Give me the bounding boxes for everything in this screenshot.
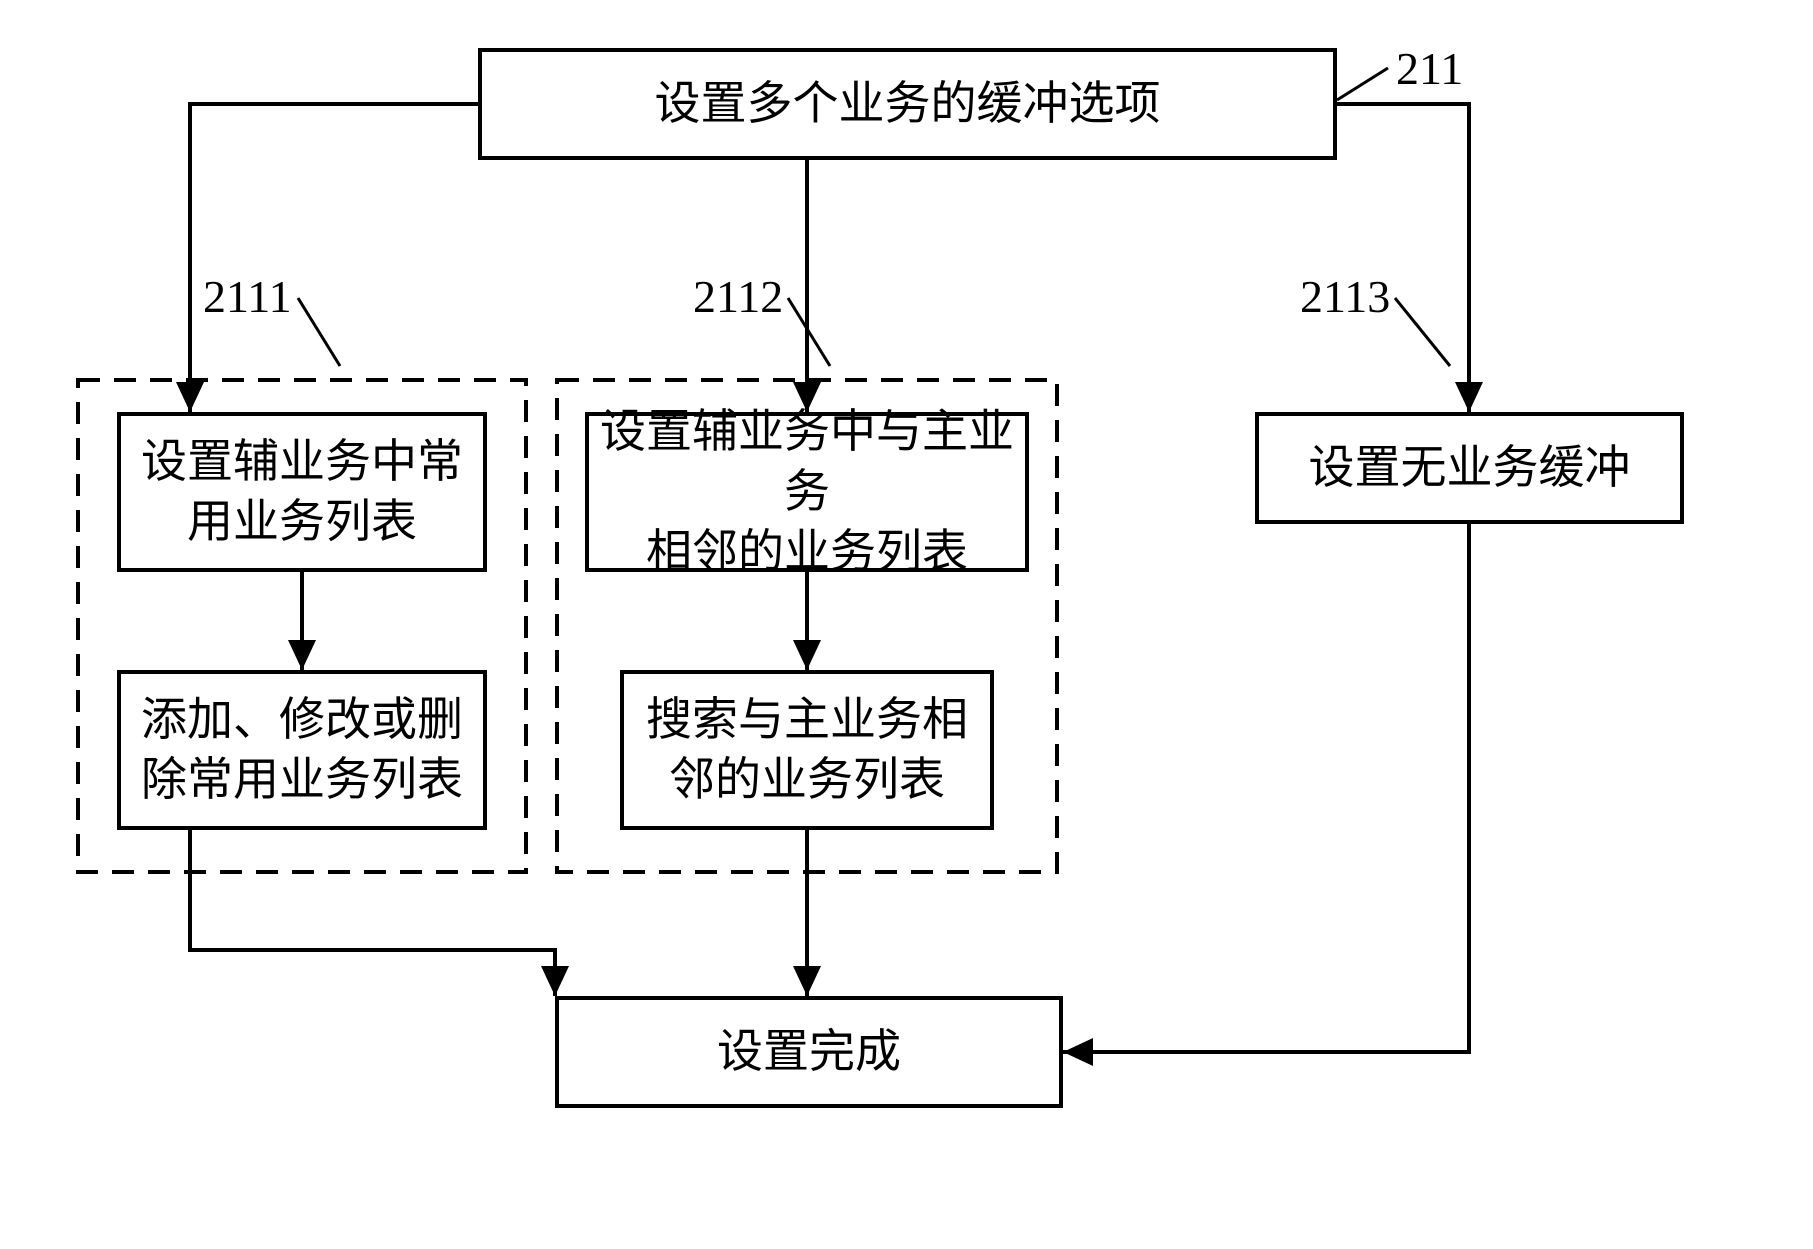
leader-line — [1337, 68, 1388, 100]
flow-arrow — [1063, 524, 1469, 1052]
label-l2112: 2112 — [693, 270, 783, 323]
leader-line — [1395, 298, 1450, 366]
leader-line — [298, 298, 340, 366]
label-l2113: 2113 — [1300, 270, 1390, 323]
node-top: 设置多个业务的缓冲选项 — [478, 48, 1337, 160]
label-l2111: 2111 — [203, 270, 292, 323]
label-l211: 211 — [1396, 42, 1463, 95]
node-g2b: 搜索与主业务相 邻的业务列表 — [620, 670, 994, 830]
flow-arrow — [190, 830, 555, 996]
node-g1a: 设置辅业务中常 用业务列表 — [117, 412, 487, 572]
node-g2a: 设置辅业务中与主业务 相邻的业务列表 — [585, 412, 1029, 572]
flow-arrow — [190, 104, 478, 412]
node-right: 设置无业务缓冲 — [1255, 412, 1684, 524]
node-g1b: 添加、修改或删 除常用业务列表 — [117, 670, 487, 830]
node-done: 设置完成 — [555, 996, 1063, 1108]
